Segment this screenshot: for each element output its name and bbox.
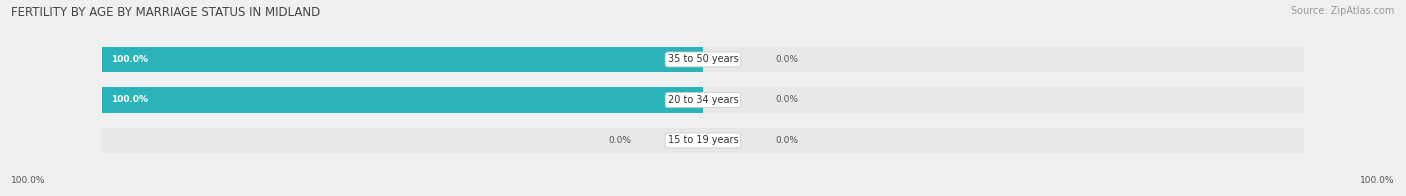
Text: 20 to 34 years: 20 to 34 years	[668, 95, 738, 105]
Text: 35 to 50 years: 35 to 50 years	[668, 54, 738, 64]
Bar	[103, 47, 703, 72]
Text: 100.0%: 100.0%	[111, 55, 148, 64]
Text: Source: ZipAtlas.com: Source: ZipAtlas.com	[1291, 6, 1395, 16]
Text: 0.0%: 0.0%	[607, 136, 631, 145]
Bar	[703, 87, 1303, 113]
Bar	[103, 47, 703, 72]
Bar	[103, 87, 703, 113]
Text: 100.0%: 100.0%	[111, 95, 148, 104]
Bar	[703, 128, 1303, 153]
Text: 100.0%: 100.0%	[1360, 176, 1395, 185]
Bar	[103, 128, 703, 153]
Text: 15 to 19 years: 15 to 19 years	[668, 135, 738, 145]
Text: 0.0%: 0.0%	[775, 136, 799, 145]
Text: 0.0%: 0.0%	[775, 55, 799, 64]
Text: FERTILITY BY AGE BY MARRIAGE STATUS IN MIDLAND: FERTILITY BY AGE BY MARRIAGE STATUS IN M…	[11, 6, 321, 19]
Text: 0.0%: 0.0%	[775, 95, 799, 104]
Bar	[103, 87, 703, 113]
Text: 100.0%: 100.0%	[11, 176, 46, 185]
Bar	[703, 47, 1303, 72]
